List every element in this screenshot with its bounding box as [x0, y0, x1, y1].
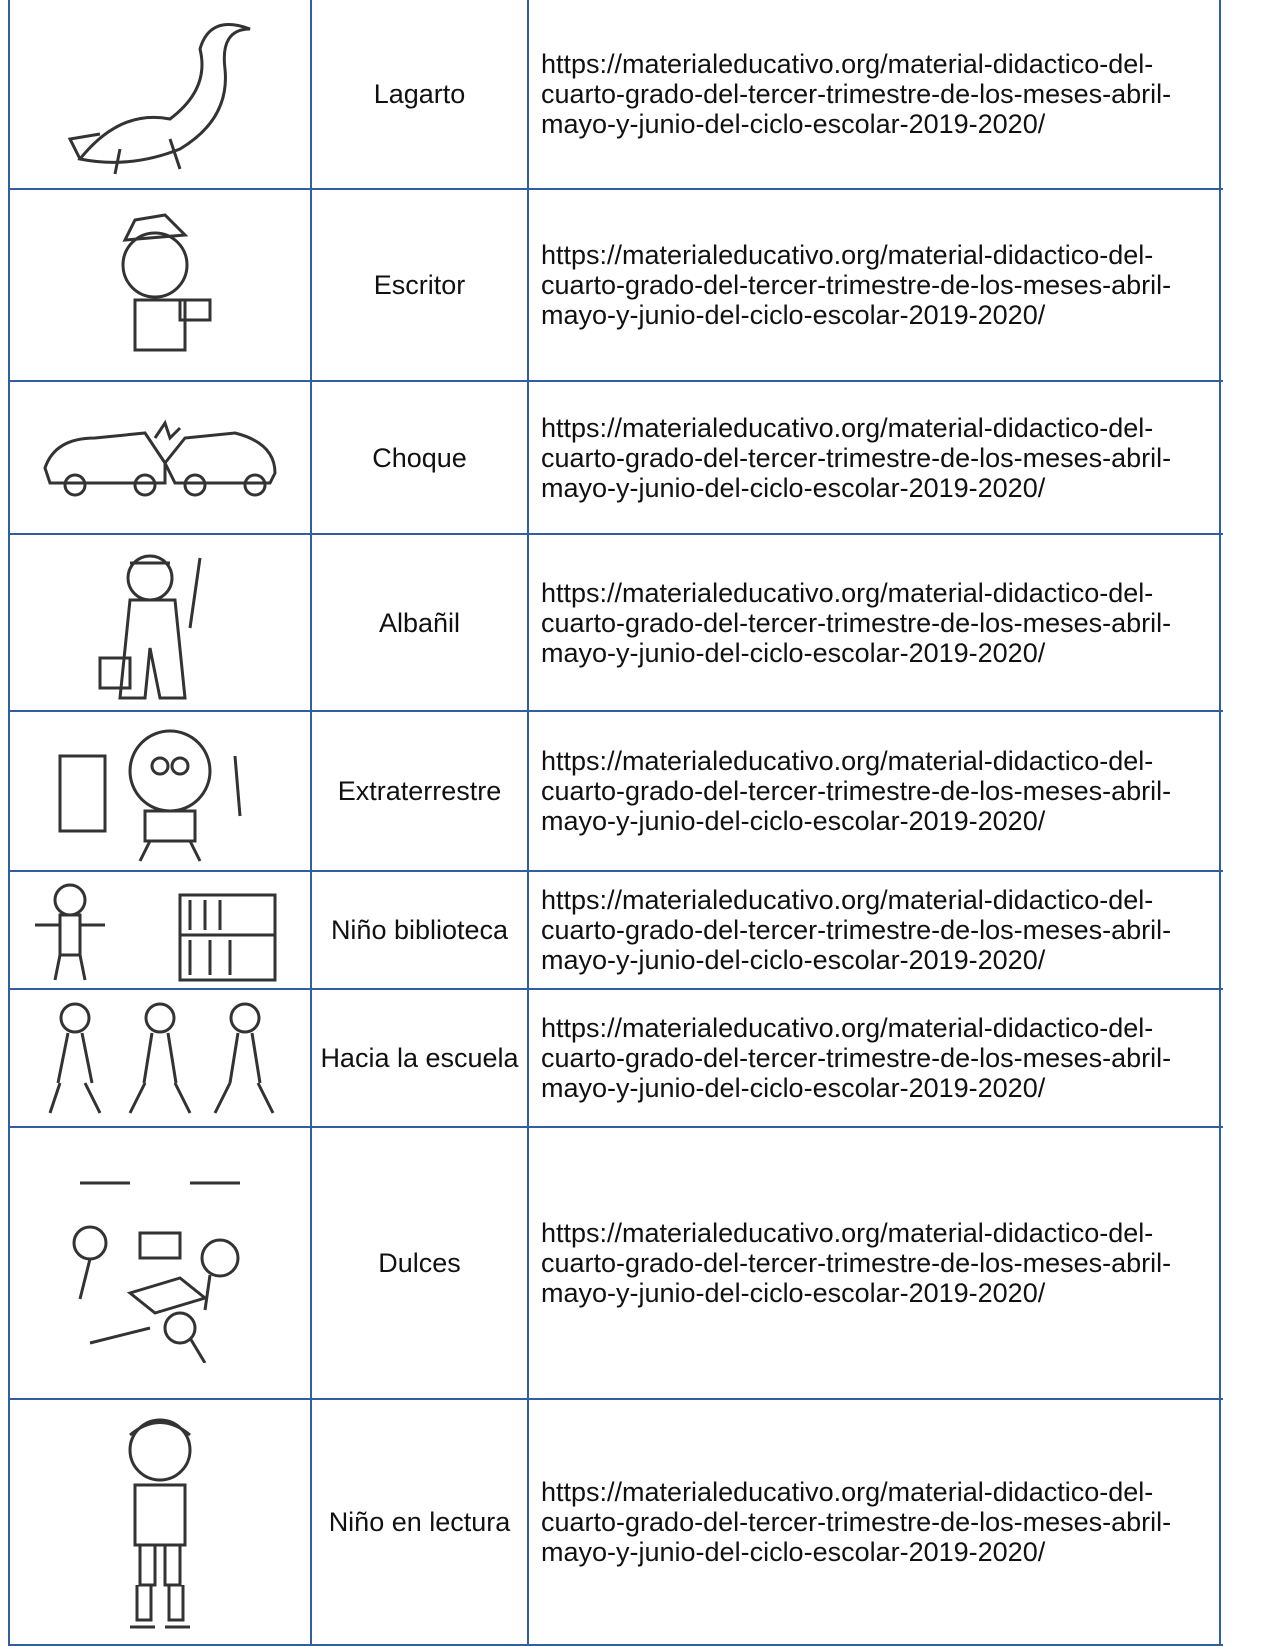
illustration-image — [43, 419, 277, 496]
item-url: https://materialeducativo.org/material-d… — [529, 1128, 1223, 1400]
illustration-image — [58, 729, 242, 862]
illustration — [10, 712, 312, 872]
item-name: Choque — [312, 382, 529, 535]
item-name: Hacia la escuela — [312, 990, 529, 1128]
item-url: https://materialeducativo.org/material-d… — [529, 190, 1223, 382]
item-name: Escritor — [312, 190, 529, 382]
item-url: https://materialeducativo.org/material-d… — [529, 535, 1223, 712]
item-url: https://materialeducativo.org/material-d… — [529, 0, 1223, 190]
illustration-image — [72, 1181, 240, 1363]
table: Lagarto https://materialeducativo.org/mat… — [8, 0, 1223, 1646]
illustration-image — [121, 213, 212, 352]
illustration — [10, 190, 312, 382]
item-name: Niño biblioteca — [312, 872, 529, 990]
illustration — [10, 535, 312, 712]
item-name: Lagarto — [312, 0, 529, 190]
item-url: https://materialeducativo.org/material-d… — [529, 990, 1223, 1128]
illustration — [10, 872, 312, 990]
illustration-image — [67, 22, 251, 174]
item-name: Dulces — [312, 1128, 529, 1400]
item-url: https://materialeducativo.org/material-d… — [529, 1400, 1223, 1646]
illustration — [10, 1400, 312, 1646]
illustration-image — [48, 1002, 275, 1114]
illustration — [10, 382, 312, 535]
illustration — [10, 990, 312, 1128]
item-name: Albañil — [312, 535, 529, 712]
item-url: https://materialeducativo.org/material-d… — [529, 872, 1223, 990]
item-name: Extraterrestre — [312, 712, 529, 872]
illustration — [10, 0, 312, 190]
item-url: https://materialeducativo.org/material-d… — [529, 712, 1223, 872]
item-name: Niño en lectura — [312, 1400, 529, 1646]
item-url: https://materialeducativo.org/material-d… — [529, 382, 1223, 535]
illustration-image — [128, 1418, 192, 1628]
illustration-image — [98, 554, 202, 699]
illustration — [10, 1128, 312, 1400]
illustration-image — [35, 883, 277, 982]
